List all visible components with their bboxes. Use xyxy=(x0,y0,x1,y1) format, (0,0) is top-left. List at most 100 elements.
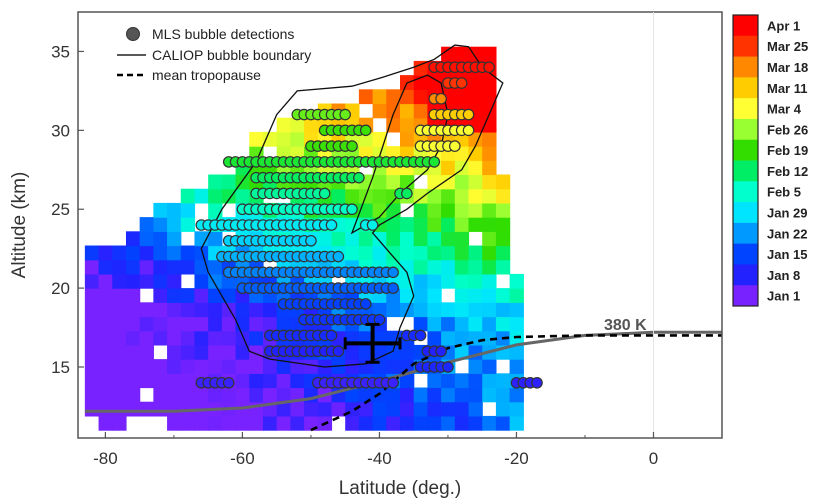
colorbar-segment xyxy=(733,202,758,224)
heatmap-cell xyxy=(221,302,237,318)
heatmap-cell xyxy=(112,259,127,275)
heatmap-cell xyxy=(84,273,100,289)
heatmap-cell xyxy=(468,259,483,275)
x-tick-label: 0 xyxy=(649,449,658,468)
heatmap-cell xyxy=(153,302,168,318)
legend-marker-circle xyxy=(126,27,140,41)
heatmap-cell xyxy=(441,387,456,403)
heatmap-cell xyxy=(317,231,333,247)
heatmap-cell xyxy=(125,359,141,374)
heatmap-cell xyxy=(304,359,319,374)
heatmap-cell xyxy=(125,231,141,247)
heatmap-cell xyxy=(372,231,387,247)
heatmap-cell xyxy=(468,217,483,232)
heatmap-cell xyxy=(427,231,442,247)
heatmap-cell xyxy=(413,401,429,417)
heatmap-cell xyxy=(386,202,401,218)
heatmap-cell xyxy=(386,344,401,360)
heatmap-cell xyxy=(235,330,250,346)
heatmap-cell xyxy=(441,231,456,247)
heatmap-cell xyxy=(454,344,470,360)
heatmap-cell xyxy=(276,401,291,417)
colorbar-label: Feb 19 xyxy=(767,143,808,158)
heatmap-cell xyxy=(509,359,524,374)
heatmap-cell xyxy=(482,46,497,62)
heatmap-cell xyxy=(468,188,483,204)
heatmap-cell xyxy=(290,131,305,147)
heatmap-cell xyxy=(180,245,196,261)
heatmap-cell xyxy=(125,316,141,332)
heatmap-cell xyxy=(400,273,415,289)
heatmap-cell xyxy=(276,131,291,147)
heatmap-cell xyxy=(208,288,223,303)
heatmap-cell xyxy=(441,373,456,389)
heatmap-cell xyxy=(262,387,278,403)
colorbar-label: Apr 1 xyxy=(767,18,800,33)
plot-border xyxy=(77,11,723,439)
heatmap-cell xyxy=(139,316,154,332)
heatmap-cell xyxy=(276,316,291,332)
heatmap-cell xyxy=(482,217,497,232)
heatmap-cell xyxy=(317,401,333,417)
heatmap-cell xyxy=(153,217,168,232)
heatmap-cell xyxy=(262,373,278,389)
mls-detection-point xyxy=(449,140,461,152)
heatmap-cell xyxy=(112,316,127,332)
heatmap-cell xyxy=(468,288,483,303)
heatmap-cell xyxy=(180,302,196,318)
heatmap-cell xyxy=(413,273,429,289)
heatmap-cell xyxy=(400,387,415,403)
heatmap-cell xyxy=(400,231,415,247)
heatmap-cell xyxy=(482,259,497,275)
mls-detection-point xyxy=(401,187,413,200)
heatmap-cell xyxy=(125,344,141,360)
heatmap-cell xyxy=(509,344,524,360)
heatmap-cell xyxy=(482,387,497,403)
heatmap-cell xyxy=(509,316,524,332)
heatmap-cell xyxy=(482,288,497,303)
heatmap-cell xyxy=(509,387,524,403)
heatmap-cell xyxy=(441,160,456,176)
heatmap-cell xyxy=(482,245,497,261)
heatmap-cell xyxy=(167,415,182,431)
heatmap-cell xyxy=(454,387,470,403)
colorbar-segment xyxy=(733,35,758,58)
heatmap-cell xyxy=(386,302,401,318)
heatmap-cell xyxy=(482,273,497,289)
heatmap-cell xyxy=(98,373,113,389)
mls-detection-point xyxy=(353,171,365,184)
colorbar-label: Mar 4 xyxy=(767,102,802,117)
heatmap-cell xyxy=(125,245,141,261)
heatmap-cell xyxy=(84,245,100,261)
colorbar-segment xyxy=(733,264,758,286)
heatmap-cell xyxy=(495,202,511,218)
heatmap-cell xyxy=(468,160,483,176)
heatmap-cell xyxy=(153,401,168,417)
heatmap-cell xyxy=(125,330,141,346)
heatmap-cell xyxy=(358,387,374,403)
heatmap-cell xyxy=(413,387,429,403)
heatmap-cell xyxy=(194,330,209,346)
heatmap-cell xyxy=(180,202,196,218)
heatmap-cell xyxy=(495,245,511,261)
heatmap-cell xyxy=(400,89,415,105)
heatmap-cell xyxy=(454,174,470,190)
heatmap-cell xyxy=(125,302,141,318)
heatmap-cell xyxy=(167,359,182,374)
heatmap-cell xyxy=(386,387,401,403)
heatmap-cell xyxy=(441,259,456,275)
heatmap-cell xyxy=(454,415,470,431)
heatmap-cell xyxy=(427,217,442,232)
heatmap-cell xyxy=(167,245,182,261)
heatmap-cell xyxy=(345,188,360,204)
heatmap-cell xyxy=(358,131,374,147)
heatmap-cell xyxy=(139,217,154,232)
heatmap-cell xyxy=(262,302,278,318)
heatmap-cell xyxy=(112,302,127,318)
heatmap-cell xyxy=(372,401,387,417)
heatmap-cell xyxy=(98,273,113,289)
heatmap-cell xyxy=(468,359,483,374)
heatmap-cell xyxy=(400,245,415,261)
heatmap-cell xyxy=(208,188,223,204)
heatmap-cell xyxy=(112,401,127,417)
